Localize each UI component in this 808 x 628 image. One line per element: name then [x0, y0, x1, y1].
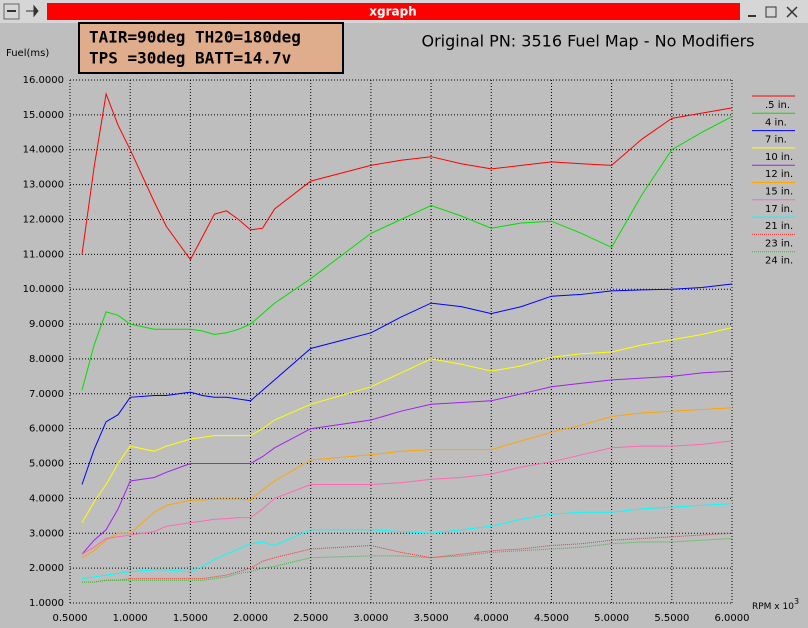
series-line	[81, 116, 733, 391]
x-tick-label: 6.0000	[715, 613, 750, 624]
y-tick-label: 6.0000	[29, 424, 64, 435]
x-tick-label: 5.5000	[654, 613, 689, 624]
close-button[interactable]	[786, 6, 798, 18]
series-line	[81, 91, 733, 261]
x-tick-label: 2.5000	[293, 613, 328, 624]
annotation: TPS =30deg BATT=14.7v	[89, 49, 292, 68]
y-tick-label: 9.0000	[29, 319, 64, 330]
y-tick-label: 3.0000	[29, 528, 64, 539]
x-axis-label-exponent: 3	[794, 597, 799, 606]
legend-label: .5 in.	[765, 100, 790, 111]
window-title: xgraph	[369, 5, 416, 19]
series-line	[81, 407, 733, 559]
maximize-button[interactable]	[765, 6, 777, 18]
x-axis-label-base: RPM x 10	[752, 602, 794, 612]
y-tick-label: 8.0000	[29, 354, 64, 365]
legend-label: 4 in.	[765, 117, 787, 128]
y-tick-label: 13.0000	[23, 180, 64, 191]
legend-label: 24 in.	[765, 256, 793, 267]
legend-label: 15 in.	[765, 187, 793, 198]
legend-label: 21 in.	[765, 221, 793, 232]
y-tick-label: 4.0000	[29, 493, 64, 504]
y-tick-label: 2.0000	[29, 563, 64, 574]
x-tick-label: 4.5000	[534, 613, 569, 624]
y-tick-label: 10.0000	[23, 284, 64, 295]
series-line	[81, 503, 733, 580]
y-tick-label: 11.0000	[23, 249, 64, 260]
y-tick-label: 5.0000	[29, 459, 64, 470]
legend-label: 17 in.	[765, 204, 793, 215]
legend-label: 10 in.	[765, 152, 793, 163]
series-line	[81, 370, 733, 555]
x-tick-label: 4.0000	[474, 613, 509, 624]
series-line	[81, 440, 733, 555]
x-tick-label: 3.0000	[353, 613, 388, 624]
y-tick-label: 1.0000	[29, 598, 64, 609]
y-tick-label: 16.0000	[23, 75, 64, 86]
series-line	[82, 538, 733, 583]
x-tick-label: 5.0000	[594, 613, 629, 624]
legend-label: 7 in.	[765, 135, 787, 146]
y-tick-label: 12.0000	[23, 214, 64, 225]
x-tick-label: 3.5000	[414, 613, 449, 624]
title-highlight	[47, 3, 740, 20]
y-tick-label: 14.0000	[23, 145, 64, 156]
series-line	[81, 283, 733, 485]
pin-button[interactable]	[26, 4, 39, 18]
x-axis-label: RPM x 103	[752, 597, 799, 612]
legend-label: 23 in.	[765, 238, 793, 249]
legend-label: 12 in.	[765, 169, 793, 180]
annotation: TAIR=90deg TH20=180deg	[89, 28, 301, 47]
chart-title: Original PN: 3516 Fuel Map - No Modifier…	[421, 32, 754, 51]
x-tick-label: 1.0000	[113, 613, 148, 624]
x-tick-label: 2.0000	[233, 613, 268, 624]
y-tick-label: 15.0000	[23, 110, 64, 121]
series-line	[82, 532, 733, 583]
x-tick-label: 1.5000	[173, 613, 208, 624]
x-tick-label: 0.5000	[53, 613, 88, 624]
annotation-box	[78, 22, 344, 74]
y-tick-label: 7.0000	[29, 389, 64, 400]
y-axis-label: Fuel(ms)	[6, 48, 49, 59]
series-line	[81, 327, 733, 524]
